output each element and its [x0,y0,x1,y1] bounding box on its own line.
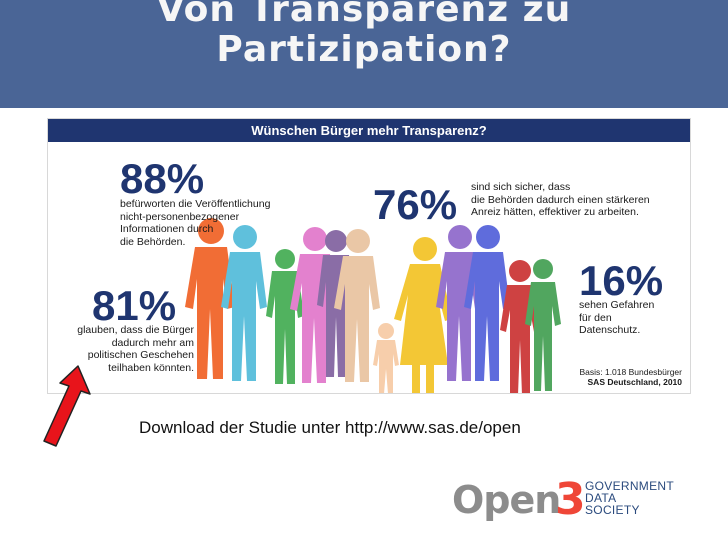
basis-line-1: Basis: 1.018 Bundesbürger [579,367,682,377]
stat-16-text: sehen Gefahren für den Datenschutz. [579,299,654,337]
stat-76-line-1: sind sich sicher, dass [471,181,571,193]
figure-beige [334,229,380,382]
stat-81-line-4: teilhaben könnten. [108,361,194,374]
logo-word-society: SOCIETY [585,503,640,517]
figure-child [373,323,399,393]
stat-88-text: befürworten die Veröffentlichung nicht-p… [120,198,270,248]
stat-76-line-2: die Behörden dadurch einen stärkeren [471,193,650,206]
slide-title-bar: Von Transparenz zu Partizipation? [0,0,728,108]
stat-88-line-1: befürworten die Veröffentlichung [120,198,271,210]
figure-lightblue [221,225,267,381]
stat-16-value: 16% [579,257,664,304]
stat-81-value: 81% [92,282,177,329]
logo-three-text: 3 [555,474,586,525]
stat-81-line-3: politischen Geschehen [87,349,194,361]
stat-16-line-3: Datenschutz. [579,324,641,336]
stat-76-text: sind sich sicher, dass die Behörden dadu… [471,181,650,219]
stat-88-line-4: die Behörden. [120,235,186,248]
stat-81-line-2: dadurch mehr am [111,336,194,349]
figure-yellow [394,237,452,393]
basis-note: Basis: 1.018 Bundesbürger SAS Deutschlan… [579,367,682,387]
stat-16-line-2: für den [579,311,612,324]
stat-76-value: 76% [373,181,458,228]
figure-orange [185,218,235,379]
slide-title-line-1: Von Transparenz zu [156,0,572,30]
logo-word-government: GOVERNMENT [585,479,675,493]
stat-76-line-3: Anreiz hätten, effektiver zu arbeiten. [471,206,639,218]
basis-line-2: SAS Deutschland, 2010 [587,377,682,387]
stat-88-line-2: nicht-personenbezogener [120,210,240,223]
arrow-up-right-icon [43,365,91,447]
stat-81-line-1: glauben, dass die Bürger [77,324,194,336]
stat-88-value: 88% [120,155,205,202]
stat-81-text: glauben, dass die Bürger dadurch mehr am… [56,324,194,374]
slide-title-line-2: Partizipation? [216,29,512,70]
stat-16-line-1: sehen Gefahren [579,299,655,311]
logo-open-text: Open [452,478,561,522]
logo-words: GOVERNMENT DATA SOCIETY [585,480,674,516]
infographic: Wünschen Bürger mehr Transparenz? 88% be… [47,118,691,394]
people-silhouettes-illustration [185,218,561,393]
infographic-header: Wünschen Bürger mehr Transparenz? [48,119,690,142]
download-link[interactable]: Download der Studie unter http://www.sas… [139,418,521,437]
stat-88-line-3: Informationen durch [120,223,214,235]
figure-blue [464,225,510,381]
logo-word-data: DATA [585,491,617,505]
figure-green-right [525,259,561,391]
